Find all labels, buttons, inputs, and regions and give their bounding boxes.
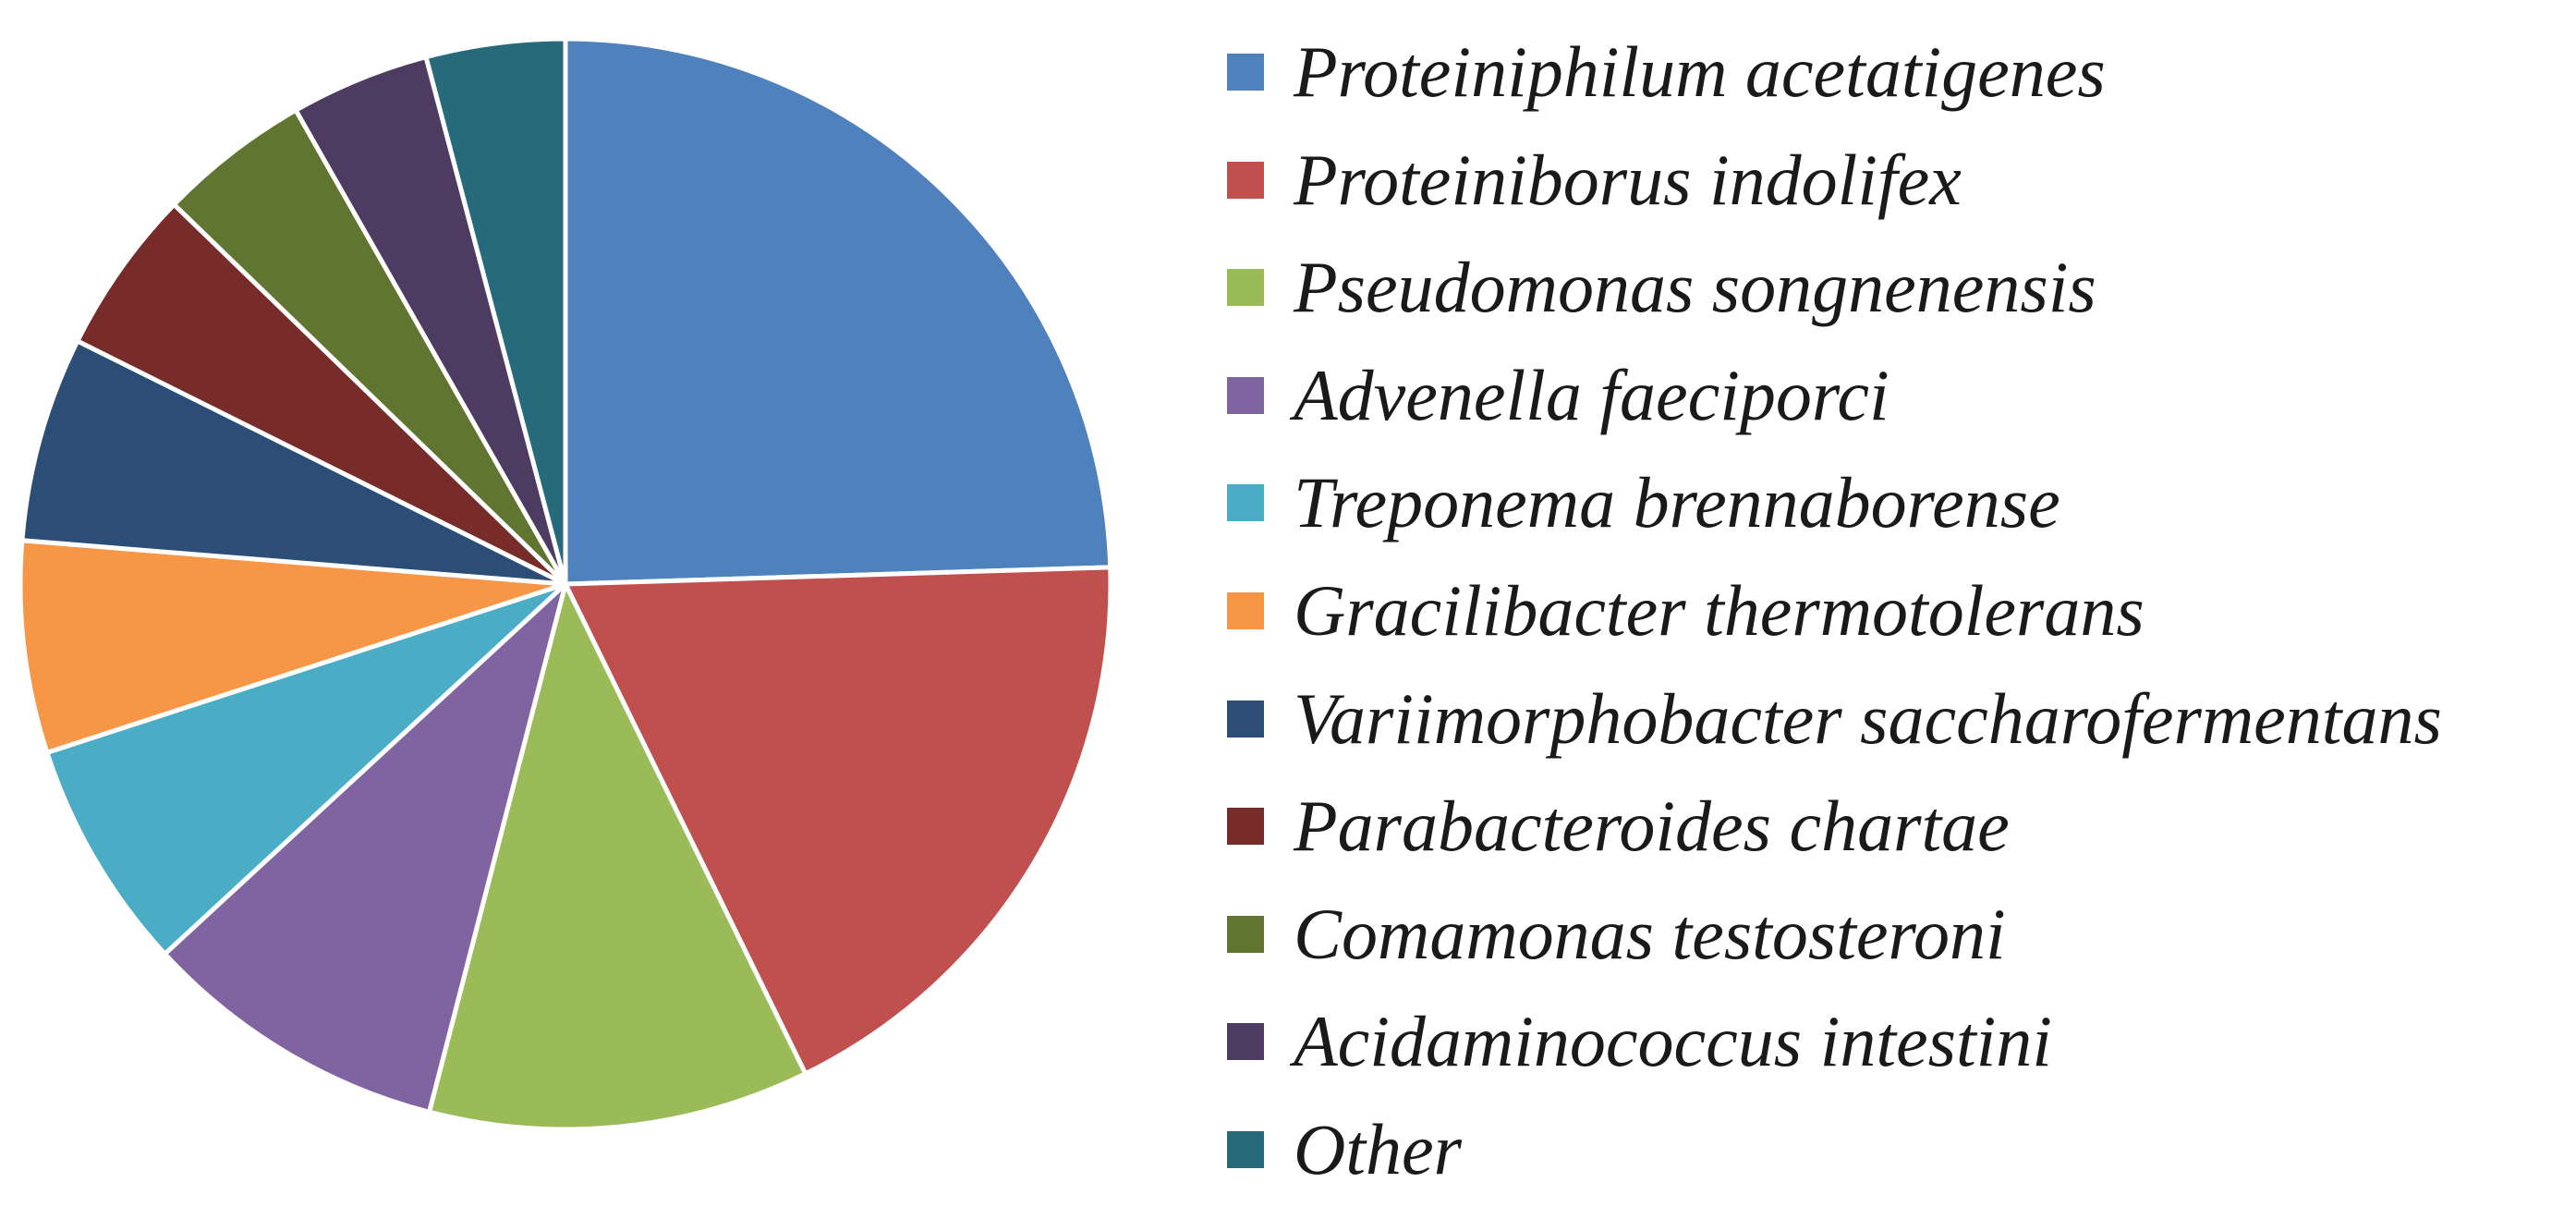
chart-legend: Proteiniphilum acetatigenes Proteiniborus… [1227,26,2558,1212]
legend-item: Pseudomonas songnenensis [1227,241,2558,334]
legend-label: Variimorphobacter saccharofermentans [1294,677,2442,759]
pie-slice-variimorphobacter-saccharofermentans [19,338,568,587]
legend-swatch [1227,54,1264,91]
legend-swatch [1227,376,1264,414]
pie-slice-comamonas-testosteroni [171,107,568,587]
legend-swatch [1227,1023,1264,1061]
pie-slice-parabacteroides-chartae [75,201,568,587]
legend-swatch [1227,808,1264,846]
legend-swatch [1227,161,1264,199]
legend-swatch [1227,591,1264,629]
pie-slice-proteiniborus-indolifex [563,565,1113,1077]
legend-label: Pseudomonas songnenensis [1294,247,2096,328]
legend-label: Advenella faeciporci [1294,354,1889,435]
pie-slice-proteiniphilum-acetatigenes [563,36,1113,587]
legend-item: Proteiniborus indolifex [1227,134,2558,226]
legend-label: Comamonas testosteroni [1294,893,2006,974]
legend-swatch [1227,484,1264,522]
legend-item: Parabacteroides chartae [1227,780,2558,872]
legend-label: Acidaminococcus intestini [1294,1001,2052,1082]
pie-slice-treponema-brennaborense [44,581,568,957]
legend-item: Other [1227,1103,2558,1196]
legend-item: Gracilibacter thermotolerans [1227,565,2558,657]
legend-swatch [1227,1130,1264,1168]
legend-label: Treponema brennaborense [1294,462,2060,543]
pie-slice-other [423,36,568,587]
legend-swatch [1227,269,1264,307]
legend-item: Proteiniphilum acetatigenes [1227,26,2558,118]
legend-swatch [1227,700,1264,737]
legend-label: Gracilibacter thermotolerans [1294,569,2145,651]
legend-label: Proteiniborus indolifex [1294,139,1962,220]
pie-slice-gracilibacter-thermotolerans [18,538,568,755]
legend-item: Comamonas testosteroni [1227,888,2558,981]
legend-swatch [1227,915,1264,953]
legend-label: Parabacteroides chartae [1294,786,2010,867]
legend-label: Proteiniphilum acetatigenes [1294,31,2106,112]
pie-slice-pseudomonas-songnenensis [427,581,808,1132]
pie-slice-advenella-faeciporci [162,581,568,1115]
legend-item: Advenella faeciporci [1227,349,2558,442]
legend-item: Acidaminococcus intestini [1227,995,2558,1088]
legend-label: Other [1294,1108,1462,1189]
legend-item: Variimorphobacter saccharofermentans [1227,673,2558,765]
legend-item: Treponema brennaborense [1227,457,2558,549]
